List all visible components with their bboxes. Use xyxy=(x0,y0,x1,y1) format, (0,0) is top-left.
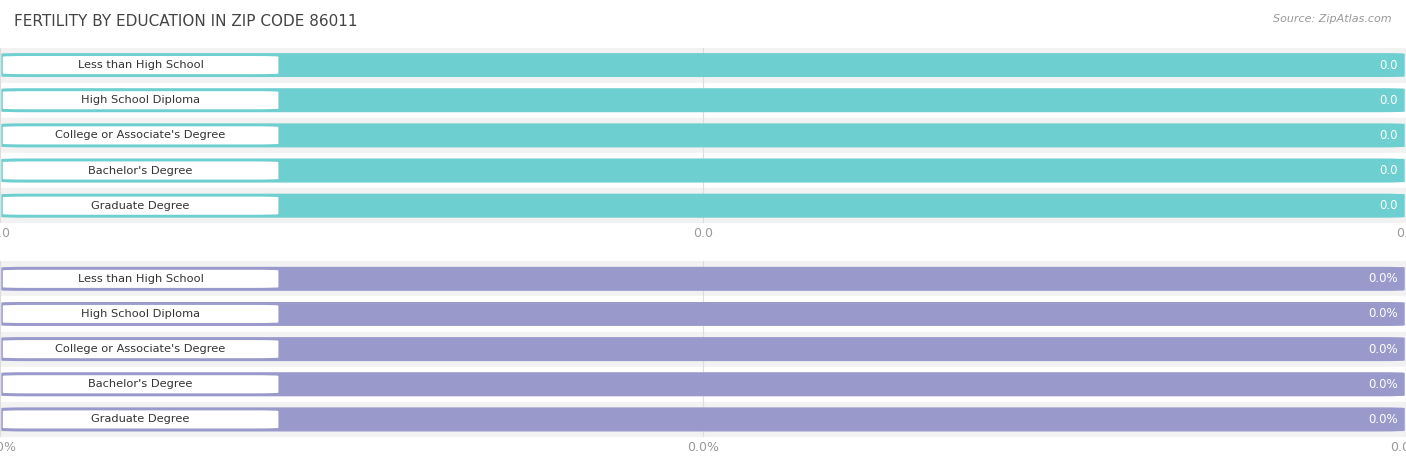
Text: Graduate Degree: Graduate Degree xyxy=(91,200,190,211)
Text: High School Diploma: High School Diploma xyxy=(82,309,200,319)
Bar xyxy=(0,83,1406,118)
Text: 0.0%: 0.0% xyxy=(1368,378,1398,391)
FancyBboxPatch shape xyxy=(1,408,1405,431)
Bar xyxy=(0,296,1406,332)
FancyBboxPatch shape xyxy=(1,88,1405,112)
Bar xyxy=(0,48,1406,83)
Bar xyxy=(0,402,1406,437)
FancyBboxPatch shape xyxy=(3,375,278,393)
FancyBboxPatch shape xyxy=(3,56,278,74)
FancyBboxPatch shape xyxy=(1,159,1405,182)
FancyBboxPatch shape xyxy=(1,88,1405,112)
FancyBboxPatch shape xyxy=(3,305,278,323)
Text: Graduate Degree: Graduate Degree xyxy=(91,414,190,425)
FancyBboxPatch shape xyxy=(1,194,1405,218)
Text: 0.0%: 0.0% xyxy=(1368,272,1398,285)
FancyBboxPatch shape xyxy=(1,337,1405,361)
FancyBboxPatch shape xyxy=(3,197,278,215)
FancyBboxPatch shape xyxy=(1,302,1405,326)
FancyBboxPatch shape xyxy=(1,53,1405,77)
FancyBboxPatch shape xyxy=(1,267,1405,291)
FancyBboxPatch shape xyxy=(1,124,1405,147)
FancyBboxPatch shape xyxy=(1,159,1405,182)
FancyBboxPatch shape xyxy=(1,302,1405,326)
Text: 0.0: 0.0 xyxy=(1379,58,1398,72)
FancyBboxPatch shape xyxy=(1,372,1405,396)
FancyBboxPatch shape xyxy=(1,408,1405,431)
FancyBboxPatch shape xyxy=(1,267,1405,291)
Text: 0.0: 0.0 xyxy=(1379,199,1398,212)
Bar xyxy=(0,332,1406,367)
Bar xyxy=(0,153,1406,188)
Text: Bachelor's Degree: Bachelor's Degree xyxy=(89,165,193,176)
Text: Less than High School: Less than High School xyxy=(77,274,204,284)
Bar xyxy=(0,188,1406,223)
Text: 0.0: 0.0 xyxy=(1379,164,1398,177)
Text: 0.0%: 0.0% xyxy=(1368,413,1398,426)
Bar xyxy=(0,261,1406,296)
Text: College or Associate's Degree: College or Associate's Degree xyxy=(55,130,226,141)
FancyBboxPatch shape xyxy=(3,410,278,428)
FancyBboxPatch shape xyxy=(1,53,1405,77)
FancyBboxPatch shape xyxy=(1,124,1405,147)
FancyBboxPatch shape xyxy=(3,162,278,180)
Text: FERTILITY BY EDUCATION IN ZIP CODE 86011: FERTILITY BY EDUCATION IN ZIP CODE 86011 xyxy=(14,14,357,29)
Bar xyxy=(0,367,1406,402)
Text: 0.0: 0.0 xyxy=(1379,129,1398,142)
Text: 0.0%: 0.0% xyxy=(1368,342,1398,356)
Bar xyxy=(0,118,1406,153)
Text: High School Diploma: High School Diploma xyxy=(82,95,200,105)
Text: Bachelor's Degree: Bachelor's Degree xyxy=(89,379,193,389)
Text: Less than High School: Less than High School xyxy=(77,60,204,70)
FancyBboxPatch shape xyxy=(3,91,278,109)
Text: College or Associate's Degree: College or Associate's Degree xyxy=(55,344,226,354)
Text: Source: ZipAtlas.com: Source: ZipAtlas.com xyxy=(1274,14,1392,24)
Text: 0.0: 0.0 xyxy=(1379,94,1398,107)
FancyBboxPatch shape xyxy=(1,372,1405,396)
FancyBboxPatch shape xyxy=(1,194,1405,218)
Text: 0.0%: 0.0% xyxy=(1368,307,1398,321)
FancyBboxPatch shape xyxy=(3,340,278,358)
FancyBboxPatch shape xyxy=(3,270,278,288)
FancyBboxPatch shape xyxy=(3,126,278,144)
FancyBboxPatch shape xyxy=(1,337,1405,361)
